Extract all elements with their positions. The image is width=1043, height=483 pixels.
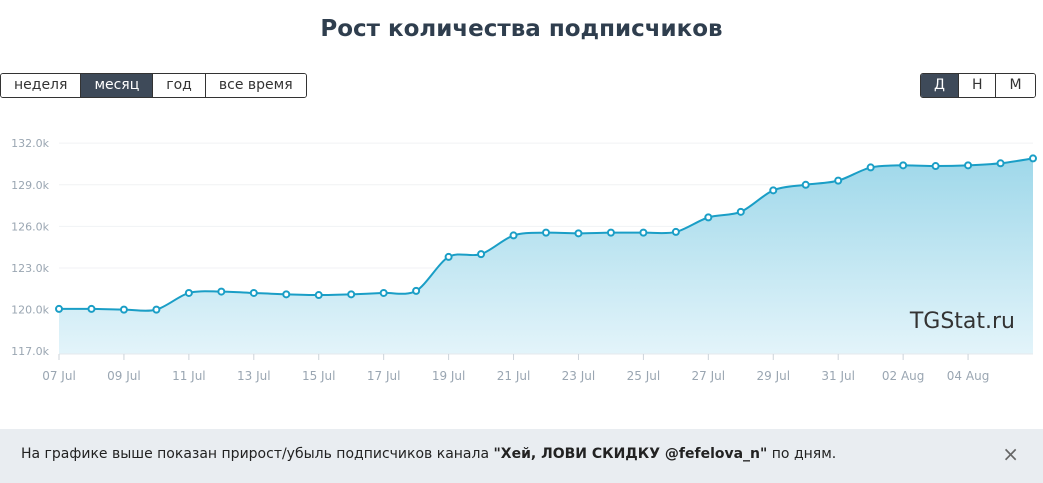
- y-tick-label: 126.0k: [11, 220, 49, 233]
- point: [542, 228, 550, 237]
- point: [996, 159, 1005, 168]
- x-tick-label: 21 Jul: [497, 369, 531, 383]
- notice-text: На графике выше показан прирост/убыль по…: [21, 446, 836, 462]
- scale-button[interactable]: М: [996, 74, 1035, 97]
- range-button[interactable]: все время: [205, 74, 306, 97]
- channel-name: "Хей, ЛОВИ СКИДКУ @fefelova_n": [493, 446, 768, 462]
- point: [347, 290, 356, 299]
- point: [379, 288, 388, 297]
- close-button[interactable]: ×: [1002, 442, 1019, 466]
- x-tick-label: 04 Aug: [947, 369, 990, 383]
- range-button[interactable]: месяц: [81, 74, 154, 97]
- range-button[interactable]: неделя: [1, 74, 82, 97]
- watermark: TGStat.ru: [909, 309, 1015, 334]
- point: [574, 229, 583, 238]
- x-tick-label: 25 Jul: [627, 369, 661, 383]
- point: [769, 186, 778, 195]
- point: [119, 305, 128, 314]
- chart: 117.0k 120.0k 123.0k 126.0k 129.0k 132.0k 07 J…: [11, 137, 1037, 383]
- area: [59, 158, 1033, 354]
- x-tick-label: 11 Jul: [172, 369, 206, 383]
- point: [509, 231, 518, 240]
- point: [834, 176, 843, 185]
- point: [671, 227, 680, 236]
- point: [606, 228, 615, 237]
- point: [477, 250, 486, 259]
- x-tick-label: 15 Jul: [302, 369, 336, 383]
- point: [87, 304, 96, 313]
- point: [282, 290, 291, 299]
- y-tick-label: 120.0k: [11, 304, 49, 317]
- notice-after: по дням.: [767, 446, 837, 462]
- y-tick-label: 132.0k: [11, 137, 49, 150]
- point: [217, 287, 226, 296]
- point: [639, 228, 648, 237]
- point: [1029, 154, 1037, 163]
- notice-before: На графике выше показан прирост/убыль по…: [21, 446, 494, 462]
- x-tick-label: 27 Jul: [692, 369, 726, 383]
- x-tick-label: 07 Jul: [42, 369, 76, 383]
- y-tick-label: 117.0k: [11, 345, 49, 358]
- scale-button[interactable]: Н: [958, 74, 997, 97]
- x-tick-label: 31 Jul: [821, 369, 855, 383]
- x-tick-label: 23 Jul: [562, 369, 596, 383]
- point: [412, 286, 421, 295]
- x-tick-label: 17 Jul: [367, 369, 401, 383]
- range-button[interactable]: год: [153, 74, 206, 97]
- x-tick-label: 19 Jul: [432, 369, 466, 383]
- x-tick-label: 09 Jul: [107, 369, 141, 383]
- point: [801, 180, 810, 189]
- point: [931, 162, 940, 171]
- x-tick-label: 02 Aug: [882, 369, 925, 383]
- point: [55, 304, 63, 313]
- scale-buttons: Д Н М: [920, 73, 1036, 98]
- point: [866, 163, 875, 172]
- title: Рост количества подписчиков: [320, 16, 723, 42]
- point: [736, 207, 745, 216]
- scale-button[interactable]: Д: [921, 74, 959, 97]
- y-tick-label: 129.0k: [11, 179, 49, 192]
- point: [444, 252, 453, 261]
- x-tick-label: 29 Jul: [756, 369, 790, 383]
- point: [964, 161, 973, 170]
- point: [704, 213, 713, 222]
- x-tick-label: 13 Jul: [237, 369, 271, 383]
- range-buttons: неделя месяц год все время: [0, 73, 307, 98]
- y-tick-label: 123.0k: [11, 262, 49, 275]
- notice: На графике выше показан прирост/убыль по…: [0, 429, 1043, 483]
- point: [314, 291, 323, 300]
- point: [249, 288, 258, 297]
- point: [152, 305, 161, 314]
- point: [899, 161, 908, 170]
- point: [184, 288, 193, 297]
